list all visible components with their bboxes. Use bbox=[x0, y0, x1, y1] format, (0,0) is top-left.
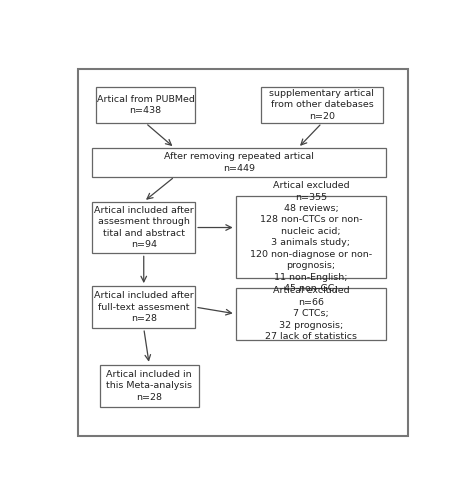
FancyBboxPatch shape bbox=[236, 288, 386, 340]
FancyBboxPatch shape bbox=[100, 365, 199, 407]
FancyBboxPatch shape bbox=[96, 87, 195, 123]
Text: Artical included after
assesment through
tital and abstract
n=94: Artical included after assesment through… bbox=[94, 206, 193, 249]
Text: supplementary artical
from other datebases
n=20: supplementary artical from other datebas… bbox=[269, 89, 374, 121]
Text: Artical excluded
n=66
7 CTCs;
32 prognosis;
27 lack of statistics: Artical excluded n=66 7 CTCs; 32 prognos… bbox=[265, 286, 357, 341]
FancyBboxPatch shape bbox=[92, 286, 195, 328]
Text: Artical included in
this Meta-analysis
n=28: Artical included in this Meta-analysis n… bbox=[106, 370, 192, 402]
FancyBboxPatch shape bbox=[261, 87, 383, 123]
FancyBboxPatch shape bbox=[236, 196, 386, 278]
FancyBboxPatch shape bbox=[78, 69, 408, 436]
Text: Artical from PUBMed
n=438: Artical from PUBMed n=438 bbox=[97, 95, 194, 115]
Text: Artical included after
full-text assesment
n=28: Artical included after full-text assesme… bbox=[94, 291, 193, 323]
Text: Artical excluded
n=355
48 reviews;
128 non-CTCs or non-
nucleic acid;
3 animals : Artical excluded n=355 48 reviews; 128 n… bbox=[250, 181, 372, 293]
FancyBboxPatch shape bbox=[92, 148, 386, 177]
Text: After removing repeated artical
n=449: After removing repeated artical n=449 bbox=[164, 152, 314, 173]
FancyBboxPatch shape bbox=[92, 202, 195, 253]
